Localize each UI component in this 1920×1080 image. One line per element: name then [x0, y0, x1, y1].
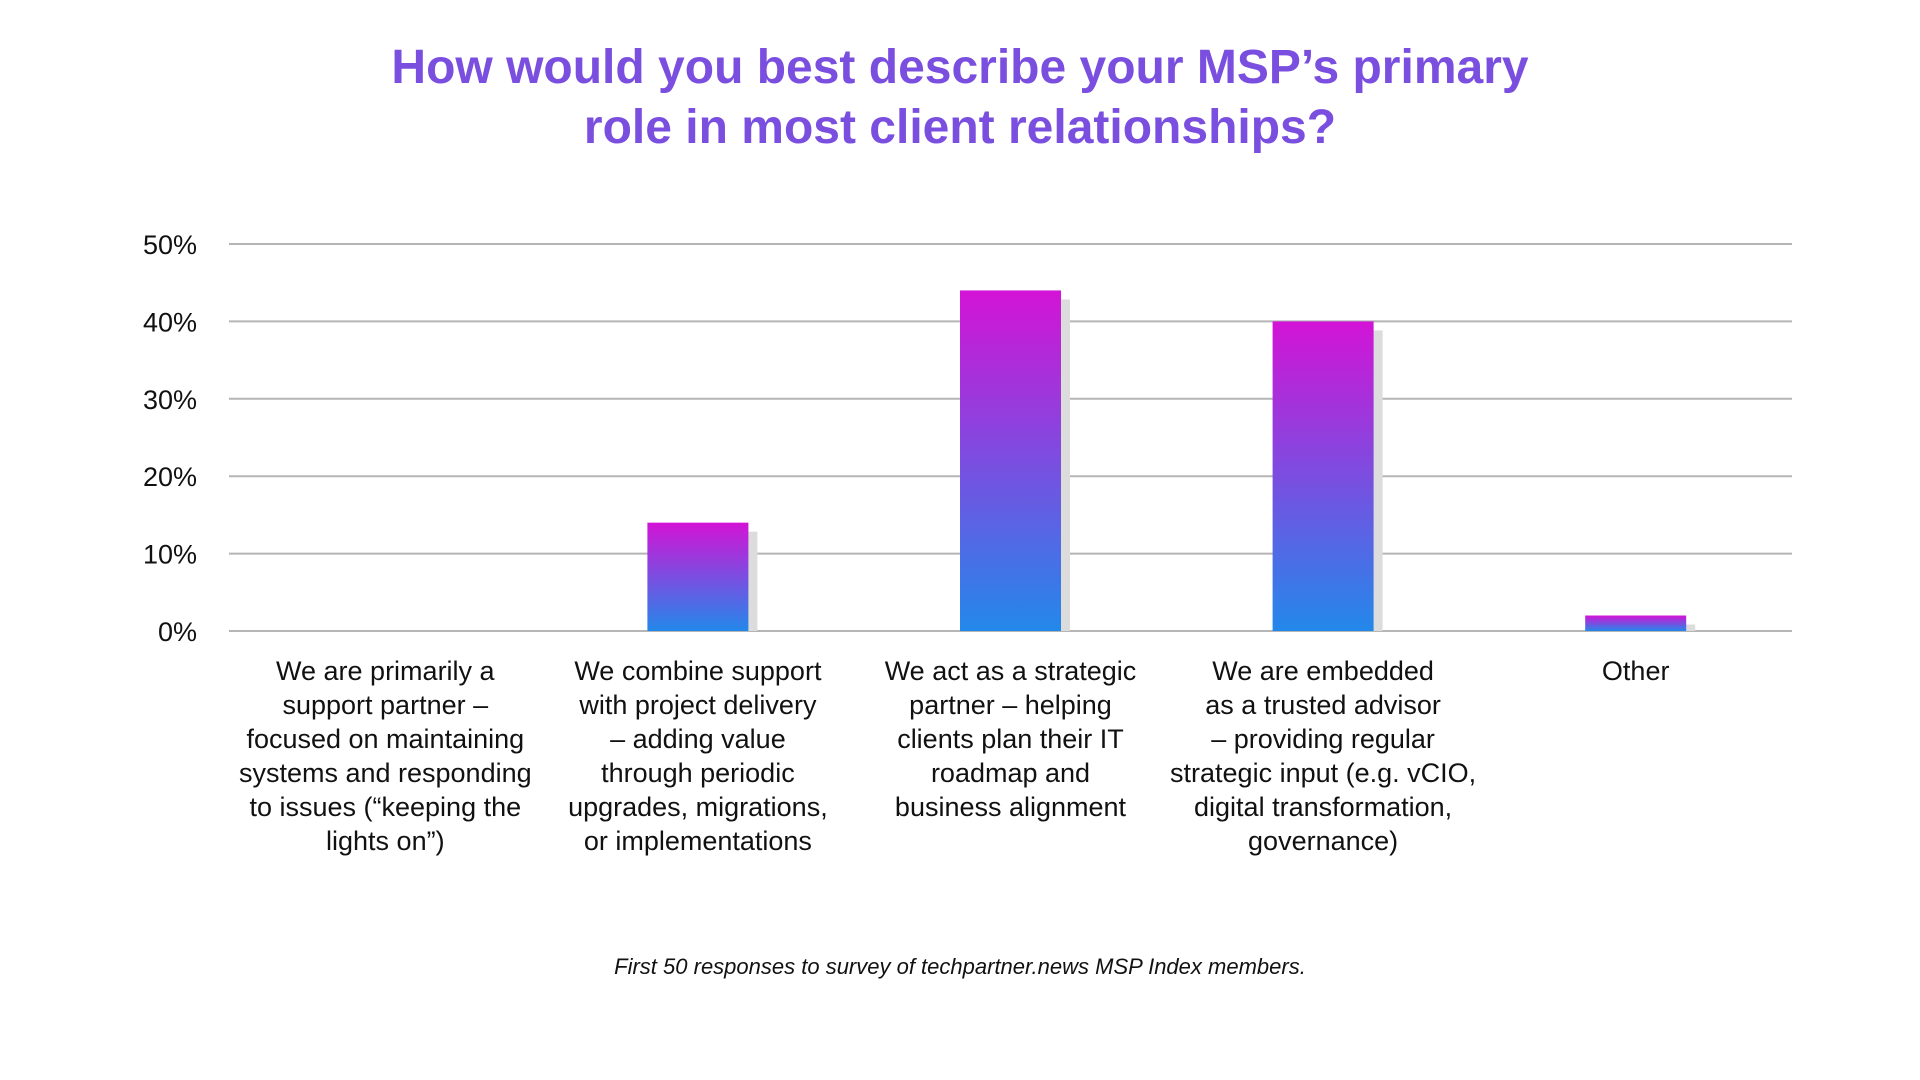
chart-title-line-1: How would you best describe your MSP’s p… — [391, 41, 1529, 94]
x-category-label: We combine support with project delivery… — [568, 656, 828, 856]
bar — [647, 522, 749, 631]
y-tick-label: 20% — [143, 462, 197, 492]
bar — [1585, 615, 1687, 631]
bar — [1272, 321, 1374, 631]
footnote: First 50 responses to survey of techpart… — [614, 954, 1306, 979]
x-category-label: We act as a strategic partner – helping … — [884, 656, 1137, 822]
y-tick-label: 0% — [158, 617, 197, 647]
y-tick-label: 30% — [143, 385, 197, 415]
x-category-label: Other — [1601, 656, 1670, 686]
x-category-label: We are embedded as a trusted advisor – p… — [1170, 656, 1477, 856]
x-category-label: We are primarily a support partner – foc… — [238, 656, 532, 856]
y-tick-label: 40% — [143, 307, 197, 337]
chart-title: How would you best describe your MSP’s p… — [0, 38, 1920, 158]
chart-title-line-2: role in most client relationships? — [583, 101, 1337, 154]
y-tick-label: 10% — [143, 540, 197, 570]
bar — [960, 290, 1061, 631]
y-tick-label: 50% — [143, 230, 197, 260]
